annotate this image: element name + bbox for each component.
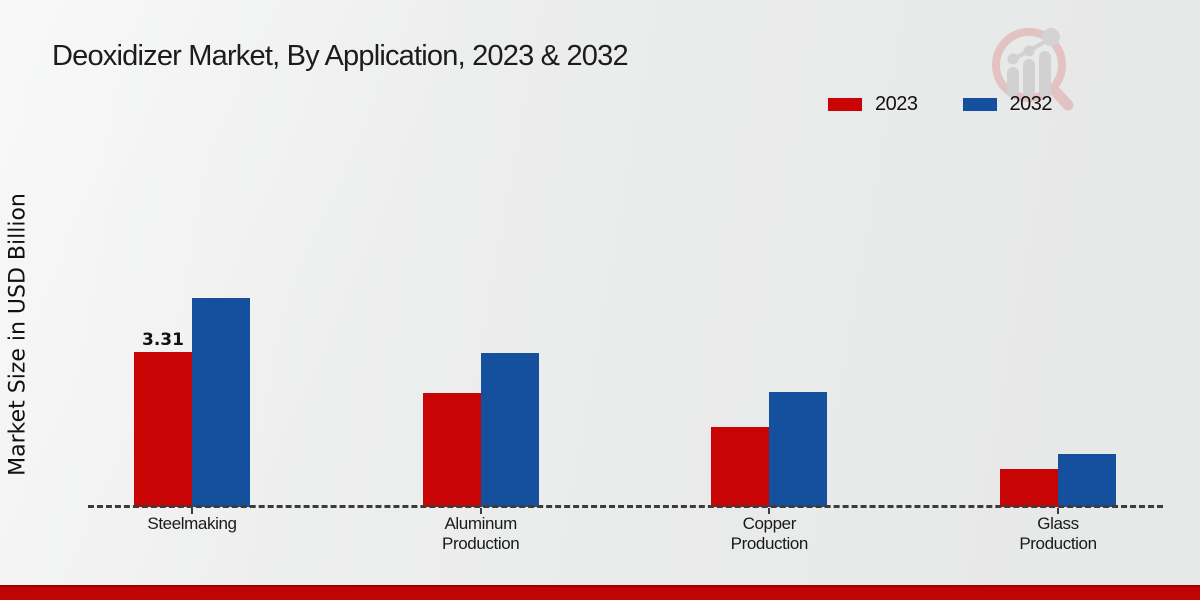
footer-accent-bar (0, 585, 1200, 600)
bar-2032-aluminum-production (480, 353, 539, 507)
x-axis-tick (768, 508, 771, 514)
magnifier-bar-chart-watermark-icon (985, 25, 1077, 116)
category-label-aluminum-production: Aluminum Production (442, 514, 520, 554)
category-label-glass-production: Glass Production (1019, 514, 1097, 554)
x-axis-tick (191, 508, 193, 514)
bar-2023-copper-production (711, 427, 770, 507)
legend-item-2023: 2023 (827, 93, 918, 116)
legend-label-2023: 2023 (875, 93, 918, 115)
bar-2023-glass-production (1000, 469, 1058, 507)
bar-2032-steelmaking (192, 298, 250, 507)
data-label-2023-steelmaking: 3.31 (142, 330, 184, 350)
bar-2023-steelmaking (134, 352, 192, 507)
category-label-copper-production: Copper Production (730, 514, 809, 554)
chart-title: Deoxidizer Market, By Application, 2023 … (52, 40, 629, 72)
legend: 2023 2032 (827, 93, 1052, 116)
bar-2032-glass-production (1058, 454, 1116, 507)
legend-item-2032: 2032 (961, 93, 1053, 116)
bar-2023-aluminum-production (422, 393, 481, 507)
x-axis-line (88, 505, 1163, 508)
category-label-steelmaking: Steelmaking (147, 514, 237, 533)
legend-swatch-2023 (827, 97, 863, 112)
x-axis-tick (1057, 508, 1059, 514)
legend-label-2032: 2032 (1009, 93, 1053, 115)
bar-2032-copper-production (769, 392, 828, 507)
legend-swatch-2032 (961, 97, 998, 112)
x-axis-tick (479, 508, 482, 514)
